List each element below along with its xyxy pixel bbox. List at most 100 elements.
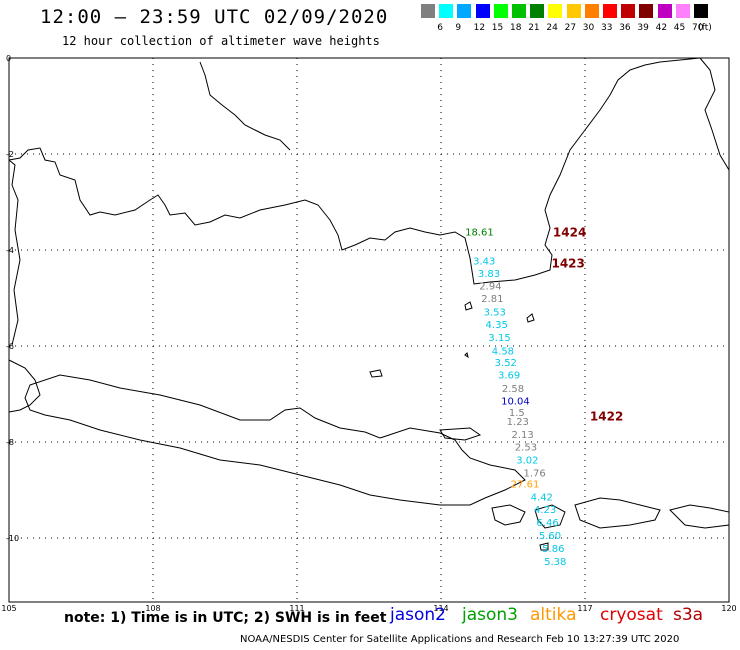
- wave-height-label: 3.02: [516, 456, 538, 467]
- legend-label: 9: [455, 23, 462, 33]
- wave-height-label: 2.81: [481, 294, 503, 305]
- wave-height-label: 10.04: [501, 397, 530, 408]
- sulawesi-coastline: [699, 57, 730, 171]
- wave-height-label: 2.94: [479, 281, 501, 292]
- legend-swatch: [584, 4, 599, 18]
- java-coastline: [24, 374, 526, 506]
- wave-height-label: 4.35: [486, 320, 508, 331]
- legend-swatch: [566, 4, 581, 18]
- legend-swatch: [675, 4, 690, 18]
- island-karimunjawa: [369, 369, 383, 378]
- legend-label: 36: [619, 23, 631, 33]
- borneo-west-coast: [8, 159, 21, 346]
- legend-swatch: [439, 4, 454, 18]
- x-tick-label: 105: [1, 604, 16, 613]
- legend-swatch: [421, 4, 435, 18]
- legend-label: 12: [473, 23, 486, 33]
- legend-label: 39: [637, 23, 649, 33]
- wave-height-label: 2.58: [502, 384, 524, 395]
- y-tick-label: -6: [6, 342, 14, 351]
- sumbawa-coastline: [574, 497, 661, 529]
- wave-height-label: 3.69: [498, 371, 520, 382]
- y-tick-label: -8: [6, 438, 14, 447]
- pass-time-label: 1422: [590, 409, 623, 423]
- y-tick-label: 0: [6, 54, 11, 63]
- legend-label: 33: [601, 23, 613, 33]
- y-tick-label: -4: [6, 246, 14, 255]
- coastlines: [8, 57, 730, 551]
- map-frame: [8, 57, 730, 603]
- legend-unit: (ft): [698, 23, 712, 33]
- wave-height-label: 18.61: [465, 228, 494, 239]
- sumatra-coastline: [8, 359, 41, 413]
- wave-height-label: 27.61: [511, 480, 540, 491]
- bali-coastline: [491, 504, 526, 526]
- y-tick-label: -2: [6, 150, 14, 159]
- wave-height-label: 5.60: [539, 531, 561, 542]
- wave-height-label: 5.86: [542, 544, 564, 555]
- wave-height-label: 1.23: [507, 417, 529, 428]
- map-title: 12:00 – 23:59 UTC 02/09/2020: [40, 6, 389, 28]
- satellite-name: jason2: [390, 605, 446, 625]
- satellite-name: jason3: [462, 605, 518, 625]
- legend-label: 42: [655, 23, 668, 33]
- wave-height-label: 4.23: [534, 505, 556, 516]
- legend-swatch: [694, 4, 708, 18]
- legend-swatch: [657, 4, 672, 18]
- legend-label: 6: [437, 23, 443, 33]
- lombok-coastline: [534, 504, 566, 529]
- wave-height-labels: 18.61 3.43 3.832.94 2.81 3.53 4.35 3.15 4.583.5…: [465, 228, 566, 568]
- legend-label: 15: [491, 23, 504, 33]
- x-tick-label: 120: [721, 604, 736, 613]
- island-small-2: [539, 542, 549, 551]
- axis-tick-labels: 105 108 111 114 117 120 0 -2 -4 -6 -8 -10: [1, 54, 736, 613]
- flores-coastline: [669, 504, 730, 529]
- x-tick-label: 117: [577, 604, 592, 613]
- island-kangean: [526, 313, 535, 323]
- legend-label: 18: [510, 23, 522, 33]
- legend-swatch: [475, 4, 490, 18]
- map-subtitle: 12 hour collection of altimeter wave hei…: [62, 34, 380, 48]
- island-small-1: [464, 352, 469, 359]
- legend-label: 27: [564, 23, 577, 33]
- y-tick-label: -10: [6, 534, 19, 543]
- borneo-inland-north: [199, 61, 291, 151]
- legend-swatch: [493, 4, 508, 18]
- legend-label: 21: [528, 23, 540, 33]
- legend-swatch: [530, 4, 545, 18]
- legend-swatch: [603, 4, 617, 18]
- legend-swatch: [457, 4, 472, 18]
- x-tick-label: 114: [433, 604, 448, 613]
- graticule: [9, 58, 729, 602]
- island-bawean: [464, 301, 473, 311]
- pass-time-label: 1424: [553, 226, 586, 240]
- credit-line: NOAA/NESDIS Center for Satellite Applica…: [240, 634, 680, 645]
- wave-height-label: 1.76: [523, 469, 545, 480]
- wave-height-label: 3.43: [473, 256, 495, 267]
- x-tick-label: 108: [145, 604, 160, 613]
- borneo-coastline: [8, 57, 701, 285]
- legend-label: 30: [582, 23, 595, 33]
- madura-coastline: [439, 427, 482, 441]
- wave-height-label: 3.52: [495, 358, 517, 369]
- wave-height-label: 4.42: [531, 493, 553, 504]
- legend-swatch: [548, 4, 563, 18]
- legend-swatch: [639, 4, 654, 18]
- legend-swatch: [621, 4, 636, 18]
- wave-height-label: 2.13: [511, 430, 533, 441]
- x-tick-label: 111: [289, 604, 304, 613]
- wave-height-label: 4.58: [492, 347, 514, 358]
- wave-height-label: 3.83: [478, 269, 500, 280]
- satellite-name: s3a: [673, 605, 704, 625]
- wave-height-label: 1.5: [509, 408, 525, 419]
- legend-label: 45: [673, 23, 686, 33]
- wave-height-label: 3.15: [488, 333, 510, 344]
- wave-height-label: 3.53: [484, 307, 506, 318]
- footnote: note: 1) Time is in UTC; 2) SWH is in fe…: [64, 610, 387, 626]
- wave-height-label: 2.53: [515, 443, 537, 454]
- pass-time-labels: 1424 1423 1422: [551, 226, 623, 424]
- legend-label: 24: [546, 23, 558, 33]
- wave-height-label: 5.38: [544, 557, 566, 568]
- wave-height-label: 6.46: [536, 518, 558, 529]
